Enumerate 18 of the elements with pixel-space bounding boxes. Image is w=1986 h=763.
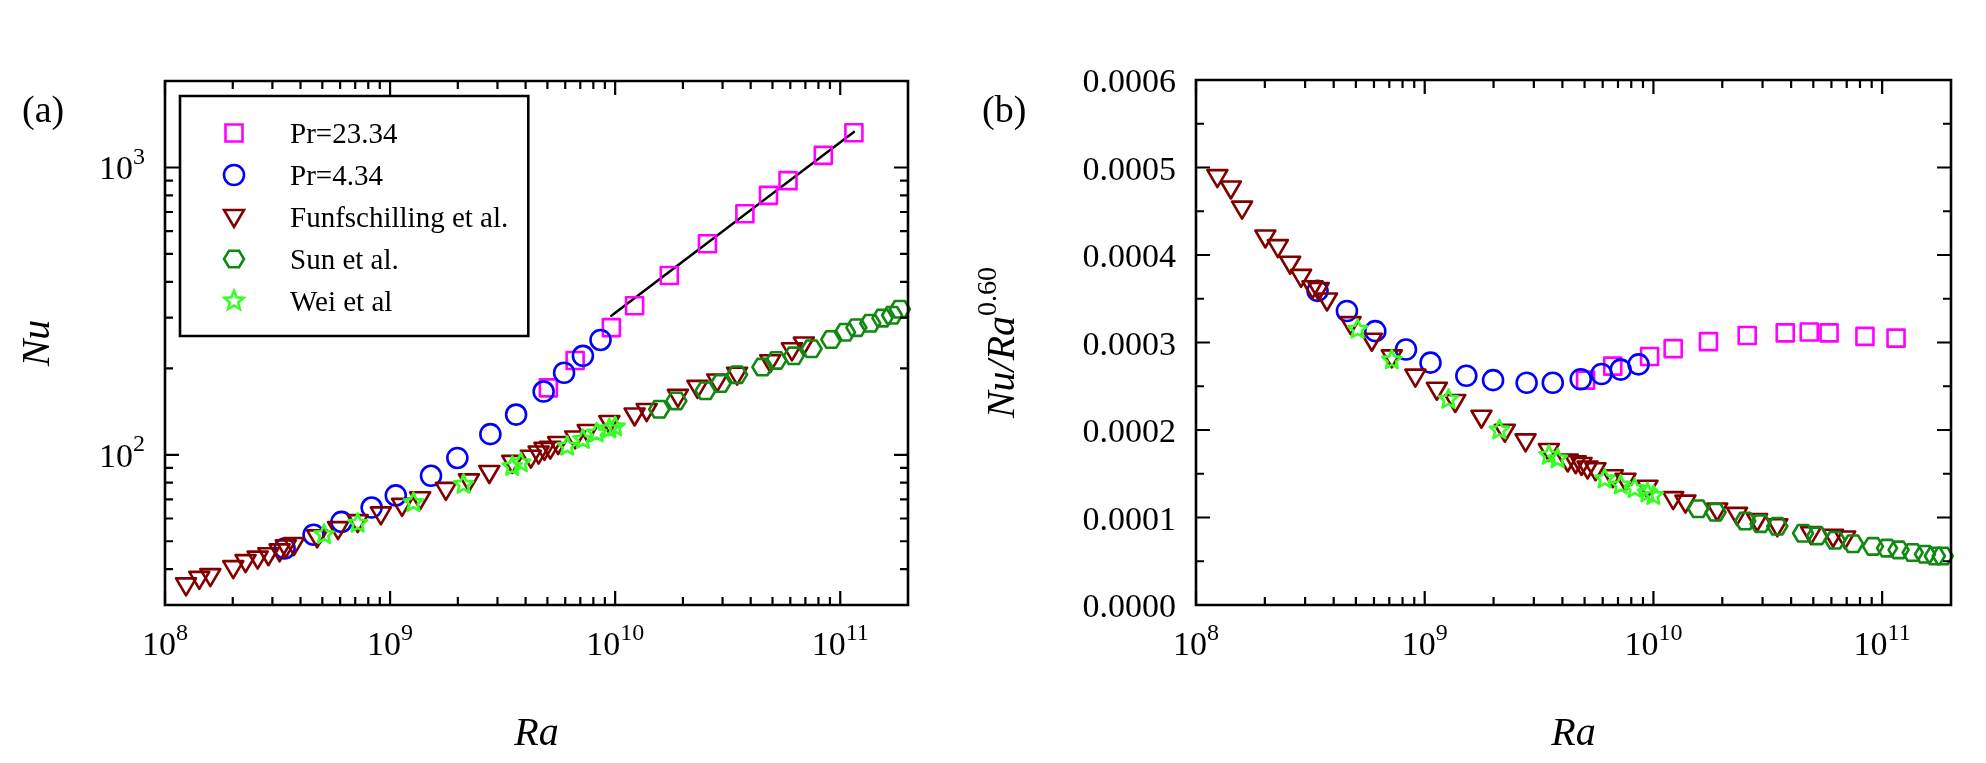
y-tick-label: 0.0002 — [1082, 412, 1176, 449]
y-tick-label: 0.0005 — [1082, 149, 1176, 187]
legend-label: Sun et al. — [290, 243, 399, 275]
chart-title: (a) — [22, 88, 65, 131]
x-axis-title: Ra — [513, 709, 559, 754]
y-axis-title: Nu — [13, 319, 58, 368]
y-tick-label: 0.0004 — [1082, 237, 1176, 274]
legend-label: Pr=23.34 — [290, 117, 398, 149]
y-tick-label: 0.0006 — [1082, 62, 1176, 99]
chart-title: (b) — [982, 88, 1027, 131]
y-axis-title: Nu/Ra0.60 — [971, 266, 1023, 420]
y-tick-label: 0.0000 — [1082, 587, 1176, 624]
legend-label: Pr=4.34 — [290, 159, 384, 191]
legend-label: Funfschilling et al. — [290, 201, 509, 233]
legend-label: Wei et al — [290, 285, 393, 317]
y-tick-label: 0.0003 — [1082, 324, 1176, 362]
x-axis-title: Ra — [1550, 709, 1596, 754]
y-tick-label: 0.0001 — [1082, 499, 1176, 537]
